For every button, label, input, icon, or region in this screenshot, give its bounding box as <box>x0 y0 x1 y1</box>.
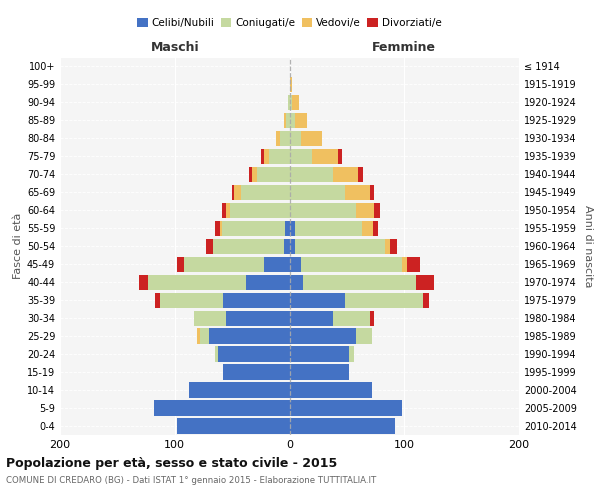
Bar <box>251 166 257 182</box>
Bar <box>370 310 374 326</box>
Bar <box>197 328 200 344</box>
Bar <box>284 238 290 254</box>
Bar <box>356 328 372 344</box>
Bar <box>226 202 230 218</box>
Bar <box>402 256 407 272</box>
Bar <box>422 292 430 308</box>
Bar <box>290 238 295 254</box>
Bar <box>154 400 290 415</box>
Bar <box>280 131 290 146</box>
Bar <box>290 113 295 128</box>
Bar <box>407 256 421 272</box>
Bar <box>246 274 290 290</box>
Bar <box>301 256 402 272</box>
Bar <box>313 148 338 164</box>
Bar <box>200 328 209 344</box>
Bar <box>295 113 307 128</box>
Bar <box>235 184 241 200</box>
Bar <box>290 382 372 398</box>
Bar <box>333 166 358 182</box>
Bar <box>264 148 269 164</box>
Bar <box>290 292 344 308</box>
Bar <box>289 95 290 110</box>
Bar <box>292 95 299 110</box>
Bar <box>290 184 344 200</box>
Text: Maschi: Maschi <box>151 41 199 54</box>
Bar <box>269 148 290 164</box>
Text: Popolazione per età, sesso e stato civile - 2015: Popolazione per età, sesso e stato civil… <box>6 458 337 470</box>
Bar <box>155 292 160 308</box>
Bar <box>356 202 374 218</box>
Bar <box>241 184 290 200</box>
Bar <box>290 310 333 326</box>
Bar <box>215 220 220 236</box>
Bar <box>215 346 218 362</box>
Bar <box>177 418 290 434</box>
Y-axis label: Fasce di età: Fasce di età <box>13 213 23 280</box>
Bar <box>338 148 342 164</box>
Bar <box>358 166 363 182</box>
Bar <box>261 148 264 164</box>
Bar <box>416 274 434 290</box>
Bar <box>250 166 251 182</box>
Bar <box>212 238 284 254</box>
Text: Femmine: Femmine <box>372 41 436 54</box>
Bar <box>290 202 356 218</box>
Y-axis label: Anni di nascita: Anni di nascita <box>583 205 593 288</box>
Bar <box>290 77 292 92</box>
Bar <box>184 256 264 272</box>
Bar <box>385 238 391 254</box>
Bar <box>290 346 349 362</box>
Bar <box>222 202 226 218</box>
Bar <box>290 220 295 236</box>
Bar <box>349 346 354 362</box>
Bar <box>290 400 402 415</box>
Bar <box>290 418 395 434</box>
Bar <box>264 256 290 272</box>
Bar <box>222 220 285 236</box>
Bar <box>295 220 362 236</box>
Bar <box>209 328 290 344</box>
Bar <box>194 310 226 326</box>
Bar <box>285 220 290 236</box>
Bar <box>290 364 349 380</box>
Bar <box>370 184 374 200</box>
Bar <box>232 184 235 200</box>
Bar <box>148 274 246 290</box>
Bar <box>290 148 313 164</box>
Bar <box>303 274 416 290</box>
Bar <box>290 328 356 344</box>
Bar <box>290 131 301 146</box>
Text: COMUNE DI CREDARO (BG) - Dati ISTAT 1° gennaio 2015 - Elaborazione TUTTITALIA.IT: COMUNE DI CREDARO (BG) - Dati ISTAT 1° g… <box>6 476 376 485</box>
Bar <box>223 292 290 308</box>
Bar <box>373 220 378 236</box>
Bar <box>391 238 397 254</box>
Bar <box>301 131 322 146</box>
Bar <box>230 202 290 218</box>
Bar <box>344 292 422 308</box>
Bar <box>286 113 290 128</box>
Bar <box>160 292 223 308</box>
Bar <box>257 166 290 182</box>
Bar <box>344 184 370 200</box>
Bar <box>290 95 292 110</box>
Bar <box>290 256 301 272</box>
Bar <box>362 220 373 236</box>
Bar <box>226 310 290 326</box>
Bar <box>284 113 286 128</box>
Bar <box>374 202 380 218</box>
Legend: Celibi/Nubili, Coniugati/e, Vedovi/e, Divorziati/e: Celibi/Nubili, Coniugati/e, Vedovi/e, Di… <box>133 14 446 32</box>
Bar <box>290 274 303 290</box>
Bar <box>290 166 333 182</box>
Bar <box>295 238 385 254</box>
Bar <box>218 346 290 362</box>
Bar <box>223 364 290 380</box>
Bar <box>206 238 212 254</box>
Bar <box>220 220 222 236</box>
Bar <box>188 382 290 398</box>
Bar <box>177 256 184 272</box>
Bar <box>139 274 148 290</box>
Bar <box>276 131 280 146</box>
Bar <box>333 310 370 326</box>
